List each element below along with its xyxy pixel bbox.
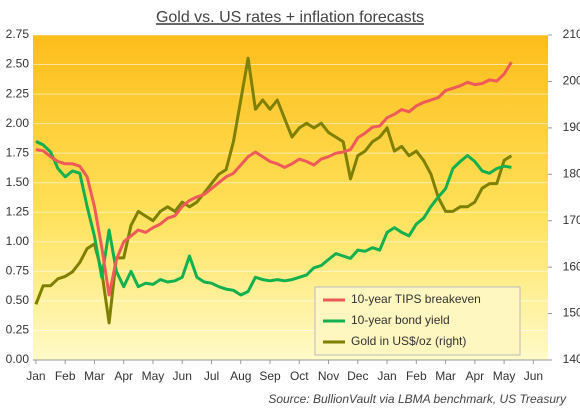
y-tick-label: 0.00 [6,352,30,366]
y2-tick-label: 1900 [563,120,580,134]
y2-tick-label: 2000 [563,74,580,88]
y-tick-label: 0.25 [6,323,30,337]
x-tick-label: Feb [406,369,427,383]
x-tick-label: Jan [377,369,396,383]
x-tick-label: Sep [259,369,281,383]
y2-tick-label: 1500 [563,306,580,320]
x-tick-label: Aug [230,369,251,383]
x-tick-label: Oct [290,369,309,383]
source: Source: BullionVault via LBMA benchmark,… [268,392,567,406]
x-tick-label: Jun [173,369,192,383]
y-tick-label: 2.50 [6,57,30,71]
y-tick-label: 2.75 [6,27,30,41]
x-tick-label: Jan [26,369,45,383]
y-tick-label: 0.75 [6,264,30,278]
legend-label: Gold in US$/oz (right) [351,334,466,348]
y2-tick-label: 1700 [563,213,580,227]
y-tick-label: 2.00 [6,116,30,130]
x-tick-label: Mar [435,369,456,383]
legend-box [314,286,521,356]
y-tick-label: 1.00 [6,234,30,248]
y2-tick-label: 1800 [563,166,580,180]
series-line [35,61,513,297]
x-tick-label: Mar [84,369,105,383]
y-tick-label: 1.75 [6,145,30,159]
legend-label: 10-year TIPS breakeven [351,292,481,306]
y-tick-label: 2.25 [6,86,30,100]
x-tick-label: Feb [55,369,76,383]
y-tick-label: 1.25 [6,204,30,218]
x-tick-label: Apr [466,369,485,383]
y-tick-label: 0.50 [6,293,30,307]
x-tick-label: Dec [347,369,368,383]
y2-tick-label: 1400 [563,352,580,366]
x-tick-label: May [142,369,165,383]
legend-label: 10-year bond yield [351,313,450,327]
y2-tick-label: 1600 [563,259,580,273]
chart-title: Gold vs. US rates + inflation forecasts [156,9,424,26]
y2-tick-label: 2100 [563,27,580,41]
x-tick-label: Jun [524,369,543,383]
x-tick-label: Nov [318,369,339,383]
x-tick-label: May [493,369,516,383]
x-tick-label: Jul [204,369,219,383]
y-tick-label: 1.50 [6,175,30,189]
x-tick-label: Apr [114,369,133,383]
